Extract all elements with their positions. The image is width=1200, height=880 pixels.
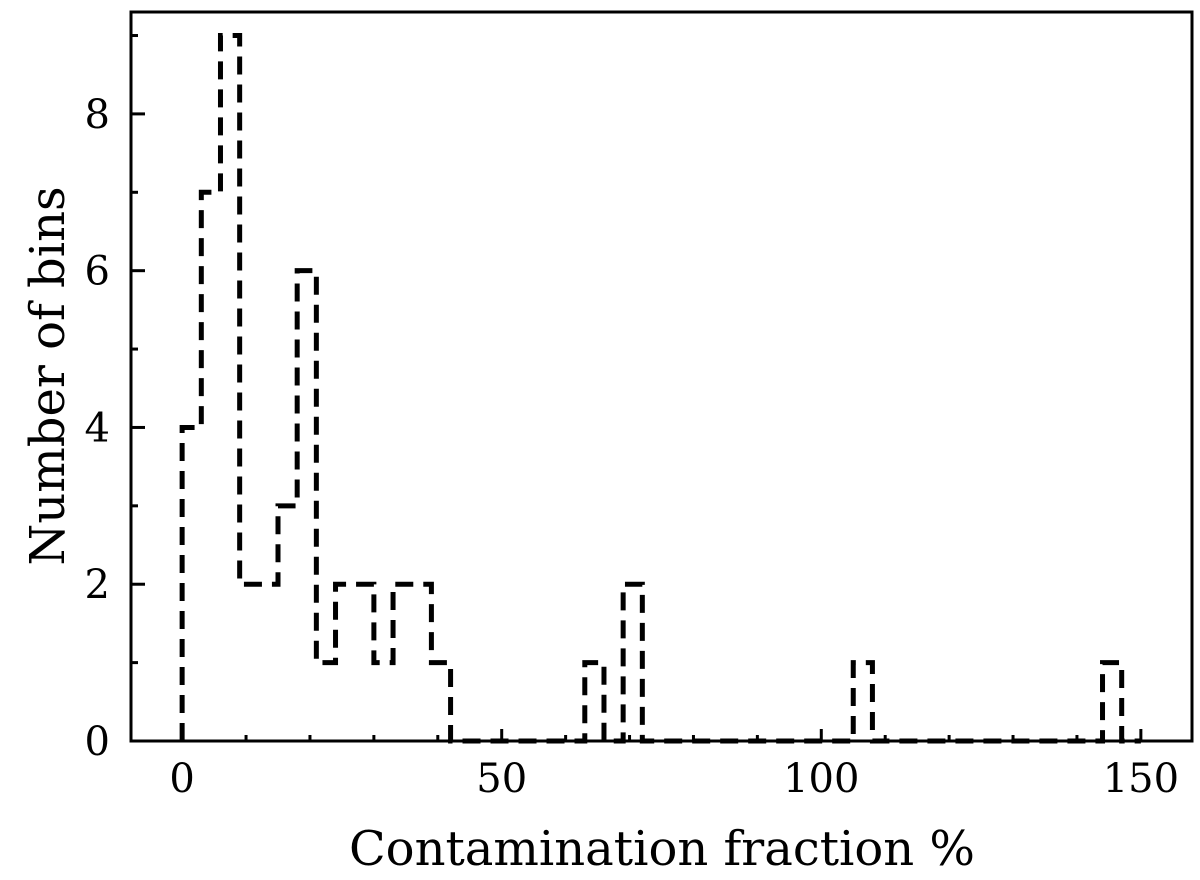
- y-tick-label: 4: [85, 405, 110, 451]
- tick-marks: [131, 34, 1143, 743]
- x-axis-label: Contamination fraction %: [349, 821, 975, 877]
- tick-labels: 0 50 100 150 0 2 4 6 8: [85, 92, 1180, 802]
- plot-frame: [129, 10, 1194, 743]
- y-axis-label: Number of bins: [20, 186, 76, 565]
- x-tick-label: 150: [1103, 756, 1179, 802]
- x-tick-label: 0: [169, 756, 194, 802]
- histogram-step-line: [179, 33, 1141, 744]
- x-tick-label: 50: [476, 756, 527, 802]
- y-tick-label: 6: [85, 249, 110, 295]
- y-tick-label: 0: [85, 719, 110, 765]
- y-tick-label: 8: [85, 92, 110, 138]
- y-tick-label: 2: [85, 562, 110, 608]
- x-tick-label: 100: [783, 756, 859, 802]
